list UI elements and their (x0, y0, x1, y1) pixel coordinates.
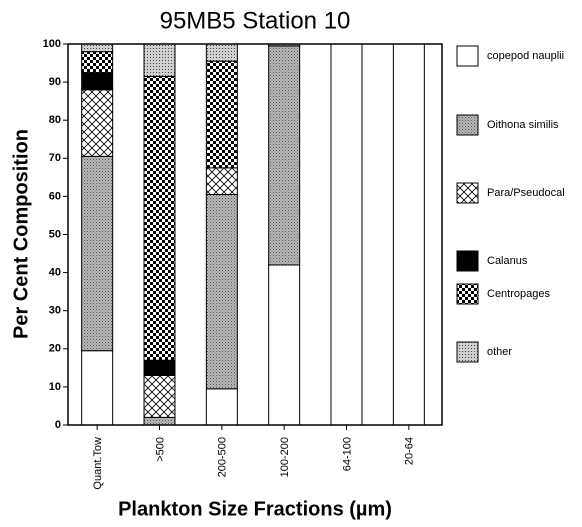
y-tick-label: 40 (49, 267, 61, 279)
y-tick-label: 70 (49, 152, 61, 164)
legend-swatch (456, 341, 479, 363)
legend-label: copepod nauplii (487, 50, 564, 62)
bar-segment (205, 60, 238, 169)
bar-segment (205, 193, 238, 390)
bar-segment (205, 388, 238, 426)
bar-segment (81, 89, 114, 157)
y-tick-label: 50 (49, 228, 61, 240)
y-tick-label: 100 (43, 38, 61, 50)
y-tick-label: 30 (49, 305, 61, 317)
legend-swatch (456, 250, 479, 272)
bar-segment (330, 43, 363, 426)
x-axis-label: Plankton Size Fractions (µm) (118, 498, 392, 520)
legend-swatch (456, 114, 479, 136)
bar-segment (268, 264, 301, 426)
bar-segment (268, 45, 301, 266)
legend-label: Para/Pseudocal (487, 187, 565, 199)
bar-segment (392, 43, 425, 426)
bar-segment (205, 43, 238, 62)
bar-segment (81, 72, 114, 91)
legend-label: Calanus (487, 255, 528, 267)
bar-segment (81, 350, 114, 426)
y-tick-label: 0 (55, 419, 61, 431)
y-tick-label: 80 (49, 114, 61, 126)
plot-frame (67, 43, 443, 426)
bar-segment (143, 359, 176, 376)
y-tick-label: 10 (49, 381, 61, 393)
x-tick-label: Quant.Tow (92, 437, 104, 490)
x-tick-label: 100-200 (279, 437, 291, 477)
legend-label: other (487, 346, 512, 358)
bar-segment (143, 374, 176, 418)
y-tick-label: 20 (49, 343, 61, 355)
legend-swatch (456, 182, 479, 204)
bar-segment (143, 416, 176, 426)
bar-segment (81, 51, 114, 74)
bar-segment (205, 167, 238, 195)
bar-segment (143, 43, 176, 77)
y-tick-label: 90 (49, 76, 61, 88)
legend-swatch (456, 283, 479, 305)
y-axis-label: Per Cent Composition (10, 129, 32, 339)
x-tick-label: 20-64 (404, 437, 416, 465)
bar-segment (81, 155, 114, 352)
x-tick-label: 64-100 (341, 437, 353, 471)
legend-label: Oithona similis (487, 119, 559, 131)
chart-title: 95MB5 Station 10 (160, 7, 351, 34)
x-tick-label: >500 (154, 437, 166, 462)
legend-swatch (456, 45, 479, 67)
x-tick-label: 200-500 (217, 437, 229, 477)
bar-segment (81, 43, 114, 53)
bar-segment (143, 75, 176, 361)
legend-label: Centropages (487, 288, 550, 300)
y-tick-label: 60 (49, 190, 61, 202)
